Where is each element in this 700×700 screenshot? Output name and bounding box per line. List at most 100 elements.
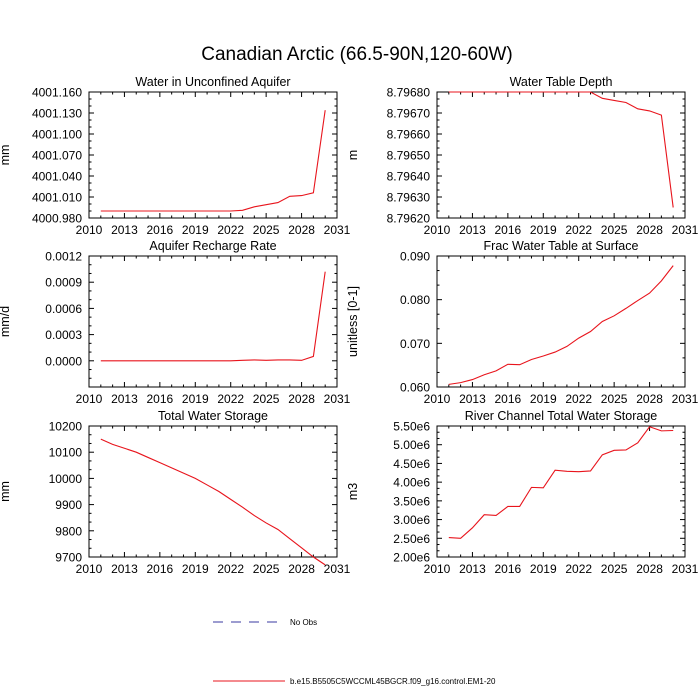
x-tick-label: 2025 xyxy=(601,223,628,237)
y-tick-label: 4001.100 xyxy=(32,128,82,142)
y-axis-label: mm xyxy=(0,481,12,502)
plot-frame xyxy=(436,425,686,558)
y-tick-label: 0.090 xyxy=(400,250,430,264)
x-tick-label: 2028 xyxy=(636,562,663,576)
x-tick-label: 2031 xyxy=(324,223,351,237)
x-tick-label: 2016 xyxy=(147,562,174,576)
y-tick-label: 2.00e6 xyxy=(393,551,430,565)
series-line xyxy=(448,265,674,385)
plot-frame xyxy=(88,255,338,388)
x-tick-label: 2016 xyxy=(147,223,174,237)
x-tick-label: 2019 xyxy=(182,223,209,237)
x-tick-label: 2019 xyxy=(530,223,557,237)
legend: No Obs b.e15.B5505C5WCCML45BGCR.f09_g16.c… xyxy=(213,618,496,686)
y-axis-label: m3 xyxy=(346,483,360,500)
chart-panel: Total Water Storage mm 2010 2013 2016 2019 202… xyxy=(0,409,351,576)
y-tick-label: 8.79660 xyxy=(387,128,431,142)
panels: Water in Unconfined Aquifer mm 2010 2013 201… xyxy=(0,75,699,576)
chart-panel: Aquifer Recharge Rate mm/d 2010 2013 2016 201… xyxy=(0,239,351,406)
x-tick-label: 2031 xyxy=(324,562,351,576)
x-tick-label: 2010 xyxy=(424,392,451,406)
y-tick-label: 0.0012 xyxy=(45,250,82,264)
panel-title: Water Table Depth xyxy=(510,75,613,89)
chart-panel: Water Table Depth m 2010 2013 2016 2019 2022 20… xyxy=(346,75,699,237)
y-tick-label: 5.50e6 xyxy=(393,420,430,434)
y-tick-label: 8.79620 xyxy=(387,212,431,226)
y-tick-label: 0.0003 xyxy=(45,328,82,342)
y-axis-label: unitless [0-1] xyxy=(346,286,360,357)
x-tick-label: 2013 xyxy=(111,223,138,237)
x-tick-label: 2025 xyxy=(253,223,280,237)
y-tick-label: 2.50e6 xyxy=(393,532,430,546)
y-axis-label: m xyxy=(346,150,360,160)
x-tick-label: 2013 xyxy=(111,392,138,406)
x-tick-label: 2013 xyxy=(459,562,486,576)
panel-title: River Channel Total Water Storage xyxy=(465,409,658,423)
x-tick-label: 2010 xyxy=(76,392,103,406)
y-axis-label: mm/d xyxy=(0,306,12,337)
y-tick-label: 8.79640 xyxy=(387,170,431,184)
y-tick-label: 8.79680 xyxy=(387,86,431,100)
y-tick-label: 8.79650 xyxy=(387,149,431,163)
y-tick-label: 0.0006 xyxy=(45,302,82,316)
y-tick-label: 8.79630 xyxy=(387,191,431,205)
y-tick-label: 0.0000 xyxy=(45,354,82,368)
y-axis-label: mm xyxy=(0,145,12,166)
panel-title: Water in Unconfined Aquifer xyxy=(135,75,290,89)
panel-title: Aquifer Recharge Rate xyxy=(149,239,276,253)
x-tick-label: 2022 xyxy=(565,392,592,406)
y-tick-label: 0.060 xyxy=(400,381,430,395)
x-tick-label: 2025 xyxy=(253,562,280,576)
x-tick-label: 2025 xyxy=(601,392,628,406)
y-tick-label: 10000 xyxy=(49,472,83,486)
y-tick-label: 4001.160 xyxy=(32,86,82,100)
x-tick-label: 2010 xyxy=(424,562,451,576)
chart-panel: Water in Unconfined Aquifer mm 2010 2013 201… xyxy=(0,75,351,237)
y-tick-label: 9700 xyxy=(55,551,82,565)
x-tick-label: 2028 xyxy=(636,392,663,406)
y-tick-label: 0.0009 xyxy=(45,276,82,290)
x-tick-label: 2016 xyxy=(495,392,522,406)
x-tick-label: 2022 xyxy=(217,392,244,406)
x-tick-label: 2031 xyxy=(672,223,699,237)
series-line xyxy=(448,426,674,539)
x-tick-label: 2031 xyxy=(672,562,699,576)
series-line xyxy=(100,110,326,212)
y-tick-label: 4.00e6 xyxy=(393,476,430,490)
figure-title: Canadian Arctic (66.5-90N,120-60W) xyxy=(201,44,513,65)
chart-panel: Frac Water Table at Surface unitless [0-1… xyxy=(346,239,699,406)
x-tick-label: 2013 xyxy=(459,223,486,237)
y-tick-label: 4001.070 xyxy=(32,149,82,163)
x-tick-label: 2016 xyxy=(147,392,174,406)
x-tick-label: 2022 xyxy=(565,223,592,237)
y-tick-label: 9900 xyxy=(55,498,82,512)
y-tick-label: 10200 xyxy=(49,420,83,434)
x-tick-label: 2019 xyxy=(530,562,557,576)
x-tick-label: 2019 xyxy=(182,562,209,576)
x-tick-label: 2028 xyxy=(288,392,315,406)
x-tick-label: 2022 xyxy=(565,562,592,576)
x-tick-label: 2019 xyxy=(530,392,557,406)
y-tick-label: 0.080 xyxy=(400,293,430,307)
series-line xyxy=(100,271,326,362)
plot-frame xyxy=(88,425,338,558)
y-tick-label: 9800 xyxy=(55,524,82,538)
x-tick-label: 2025 xyxy=(253,392,280,406)
legend-label: b.e15.B5505C5WCCML45BGCR.f09_g16.control… xyxy=(290,677,496,686)
panel-title: Total Water Storage xyxy=(158,409,268,423)
x-tick-label: 2022 xyxy=(217,562,244,576)
x-tick-label: 2031 xyxy=(324,392,351,406)
y-tick-label: 8.79670 xyxy=(387,107,431,121)
plot-frame xyxy=(88,91,338,219)
y-tick-label: 4001.010 xyxy=(32,191,82,205)
panel-title: Frac Water Table at Surface xyxy=(484,239,639,253)
x-tick-label: 2019 xyxy=(182,392,209,406)
x-tick-label: 2010 xyxy=(76,562,103,576)
x-tick-label: 2013 xyxy=(111,562,138,576)
y-tick-label: 5.00e6 xyxy=(393,438,430,452)
series-line xyxy=(100,438,326,566)
y-tick-label: 0.070 xyxy=(400,337,430,351)
y-tick-label: 3.00e6 xyxy=(393,513,430,527)
